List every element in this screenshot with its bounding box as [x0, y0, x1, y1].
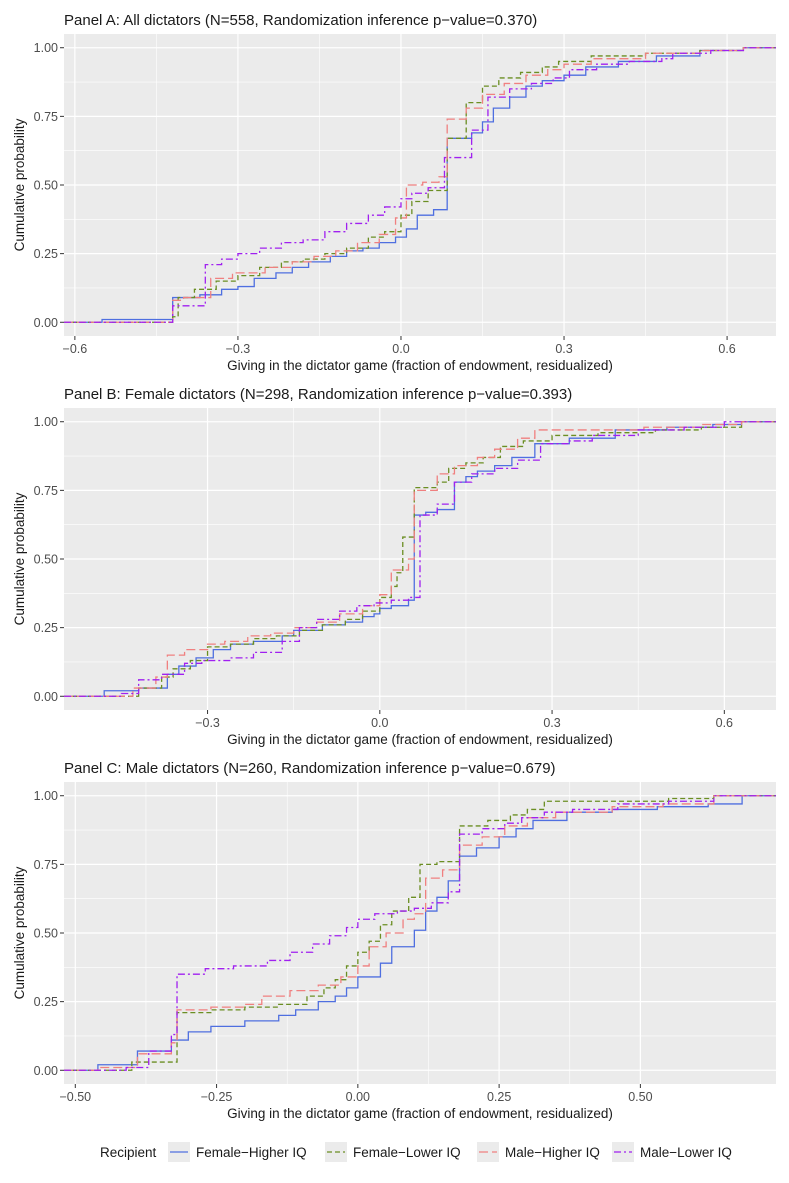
x-tick-label: 0.0 — [392, 342, 409, 356]
legend-label: Male−Higher IQ — [505, 1145, 600, 1160]
panel-c-x-ticks: −0.50 −0.25 0.00 0.25 0.50 — [59, 1084, 653, 1104]
x-tick-label: 0.6 — [716, 716, 733, 730]
x-tick-label: −0.3 — [195, 716, 220, 730]
panel-b-y-axis-label: Cumulative probability — [12, 492, 27, 625]
panel-c-title: Panel C: Male dictators (N=260, Randomiz… — [64, 760, 556, 777]
y-tick-label: 0.50 — [34, 927, 58, 941]
y-tick-label: 0.75 — [34, 110, 58, 124]
x-tick-label: −0.50 — [59, 1090, 91, 1104]
series-line-female-lower-iq — [64, 421, 776, 697]
series-line-male-higher-iq — [64, 47, 776, 323]
legend-item-female-higher-iq: Female−Higher IQ — [168, 1142, 307, 1162]
series-line-female-higher-iq — [64, 795, 776, 1071]
y-tick-label: 0.75 — [34, 484, 58, 498]
y-tick-label: 0.25 — [34, 995, 58, 1009]
panel-b-x-axis-label: Giving in the dictator game (fraction of… — [227, 732, 613, 747]
panel-c-y-axis-label: Cumulative probability — [12, 866, 27, 999]
panel-c-y-ticks: 0.00 0.25 0.50 0.75 1.00 — [34, 789, 64, 1078]
x-tick-label: 0.25 — [487, 1090, 511, 1104]
y-tick-label: 0.00 — [34, 690, 58, 704]
panel-a-x-axis-label: Giving in the dictator game (fraction of… — [227, 358, 613, 373]
panel-b-series — [64, 421, 776, 697]
x-tick-label: 0.50 — [628, 1090, 652, 1104]
legend-item-male-lower-iq: Male−Lower IQ — [612, 1142, 732, 1162]
y-tick-label: 0.00 — [34, 316, 58, 330]
y-tick-label: 0.25 — [34, 621, 58, 635]
x-tick-label: 0.3 — [555, 342, 572, 356]
series-line-male-lower-iq — [64, 47, 776, 323]
panel-b-y-ticks: 0.00 0.25 0.50 0.75 1.00 — [34, 415, 64, 704]
legend: Recipient Female−Higher IQ Female−Lower … — [100, 1142, 732, 1162]
panel-a-x-ticks: −0.6 −0.3 0.0 0.3 0.6 — [63, 336, 736, 356]
panel-a: Panel A: All dictators (N=558, Randomiza… — [12, 12, 776, 373]
x-tick-label: 0.3 — [543, 716, 560, 730]
y-tick-label: 0.25 — [34, 247, 58, 261]
legend-label: Female−Higher IQ — [196, 1145, 307, 1160]
panel-a-title: Panel A: All dictators (N=558, Randomiza… — [64, 12, 537, 29]
panel-b-x-ticks: −0.3 0.0 0.3 0.6 — [195, 710, 733, 730]
series-line-female-lower-iq — [64, 795, 776, 1071]
x-tick-label: 0.00 — [346, 1090, 370, 1104]
x-tick-label: 0.6 — [718, 342, 735, 356]
x-tick-label: −0.6 — [63, 342, 88, 356]
legend-key-bg — [612, 1142, 634, 1162]
y-tick-label: 0.75 — [34, 858, 58, 872]
panel-a-y-ticks: 0.00 0.25 0.50 0.75 1.00 — [34, 41, 64, 330]
panel-b-title: Panel B: Female dictators (N=298, Random… — [64, 386, 572, 403]
y-tick-label: 1.00 — [34, 415, 58, 429]
x-tick-label: −0.3 — [226, 342, 251, 356]
panel-c-x-axis-label: Giving in the dictator game (fraction of… — [227, 1106, 613, 1121]
y-tick-label: 0.00 — [34, 1064, 58, 1078]
y-tick-label: 0.50 — [34, 179, 58, 193]
panel-c-gridlines — [64, 782, 776, 1084]
panel-b: Panel B: Female dictators (N=298, Random… — [12, 386, 776, 747]
series-line-male-higher-iq — [64, 421, 776, 697]
panel-b-gridlines — [64, 408, 776, 710]
y-tick-label: 1.00 — [34, 41, 58, 55]
legend-item-male-higher-iq: Male−Higher IQ — [477, 1142, 600, 1162]
panel-a-gridlines — [64, 34, 776, 336]
panel-c: Panel C: Male dictators (N=260, Randomiz… — [12, 760, 776, 1121]
x-tick-label: 0.0 — [371, 716, 388, 730]
series-line-female-higher-iq — [64, 47, 776, 323]
y-tick-label: 1.00 — [34, 789, 58, 803]
x-tick-label: −0.25 — [201, 1090, 233, 1104]
panel-a-y-axis-label: Cumulative probability — [12, 118, 27, 251]
y-tick-label: 0.50 — [34, 553, 58, 567]
panel-c-series — [64, 795, 776, 1071]
series-line-male-lower-iq — [64, 421, 776, 697]
legend-label: Male−Lower IQ — [640, 1145, 732, 1160]
legend-item-female-lower-iq: Female−Lower IQ — [325, 1142, 461, 1162]
legend-label: Female−Lower IQ — [353, 1145, 461, 1160]
legend-title: Recipient — [100, 1145, 157, 1160]
panel-a-series — [64, 47, 776, 323]
